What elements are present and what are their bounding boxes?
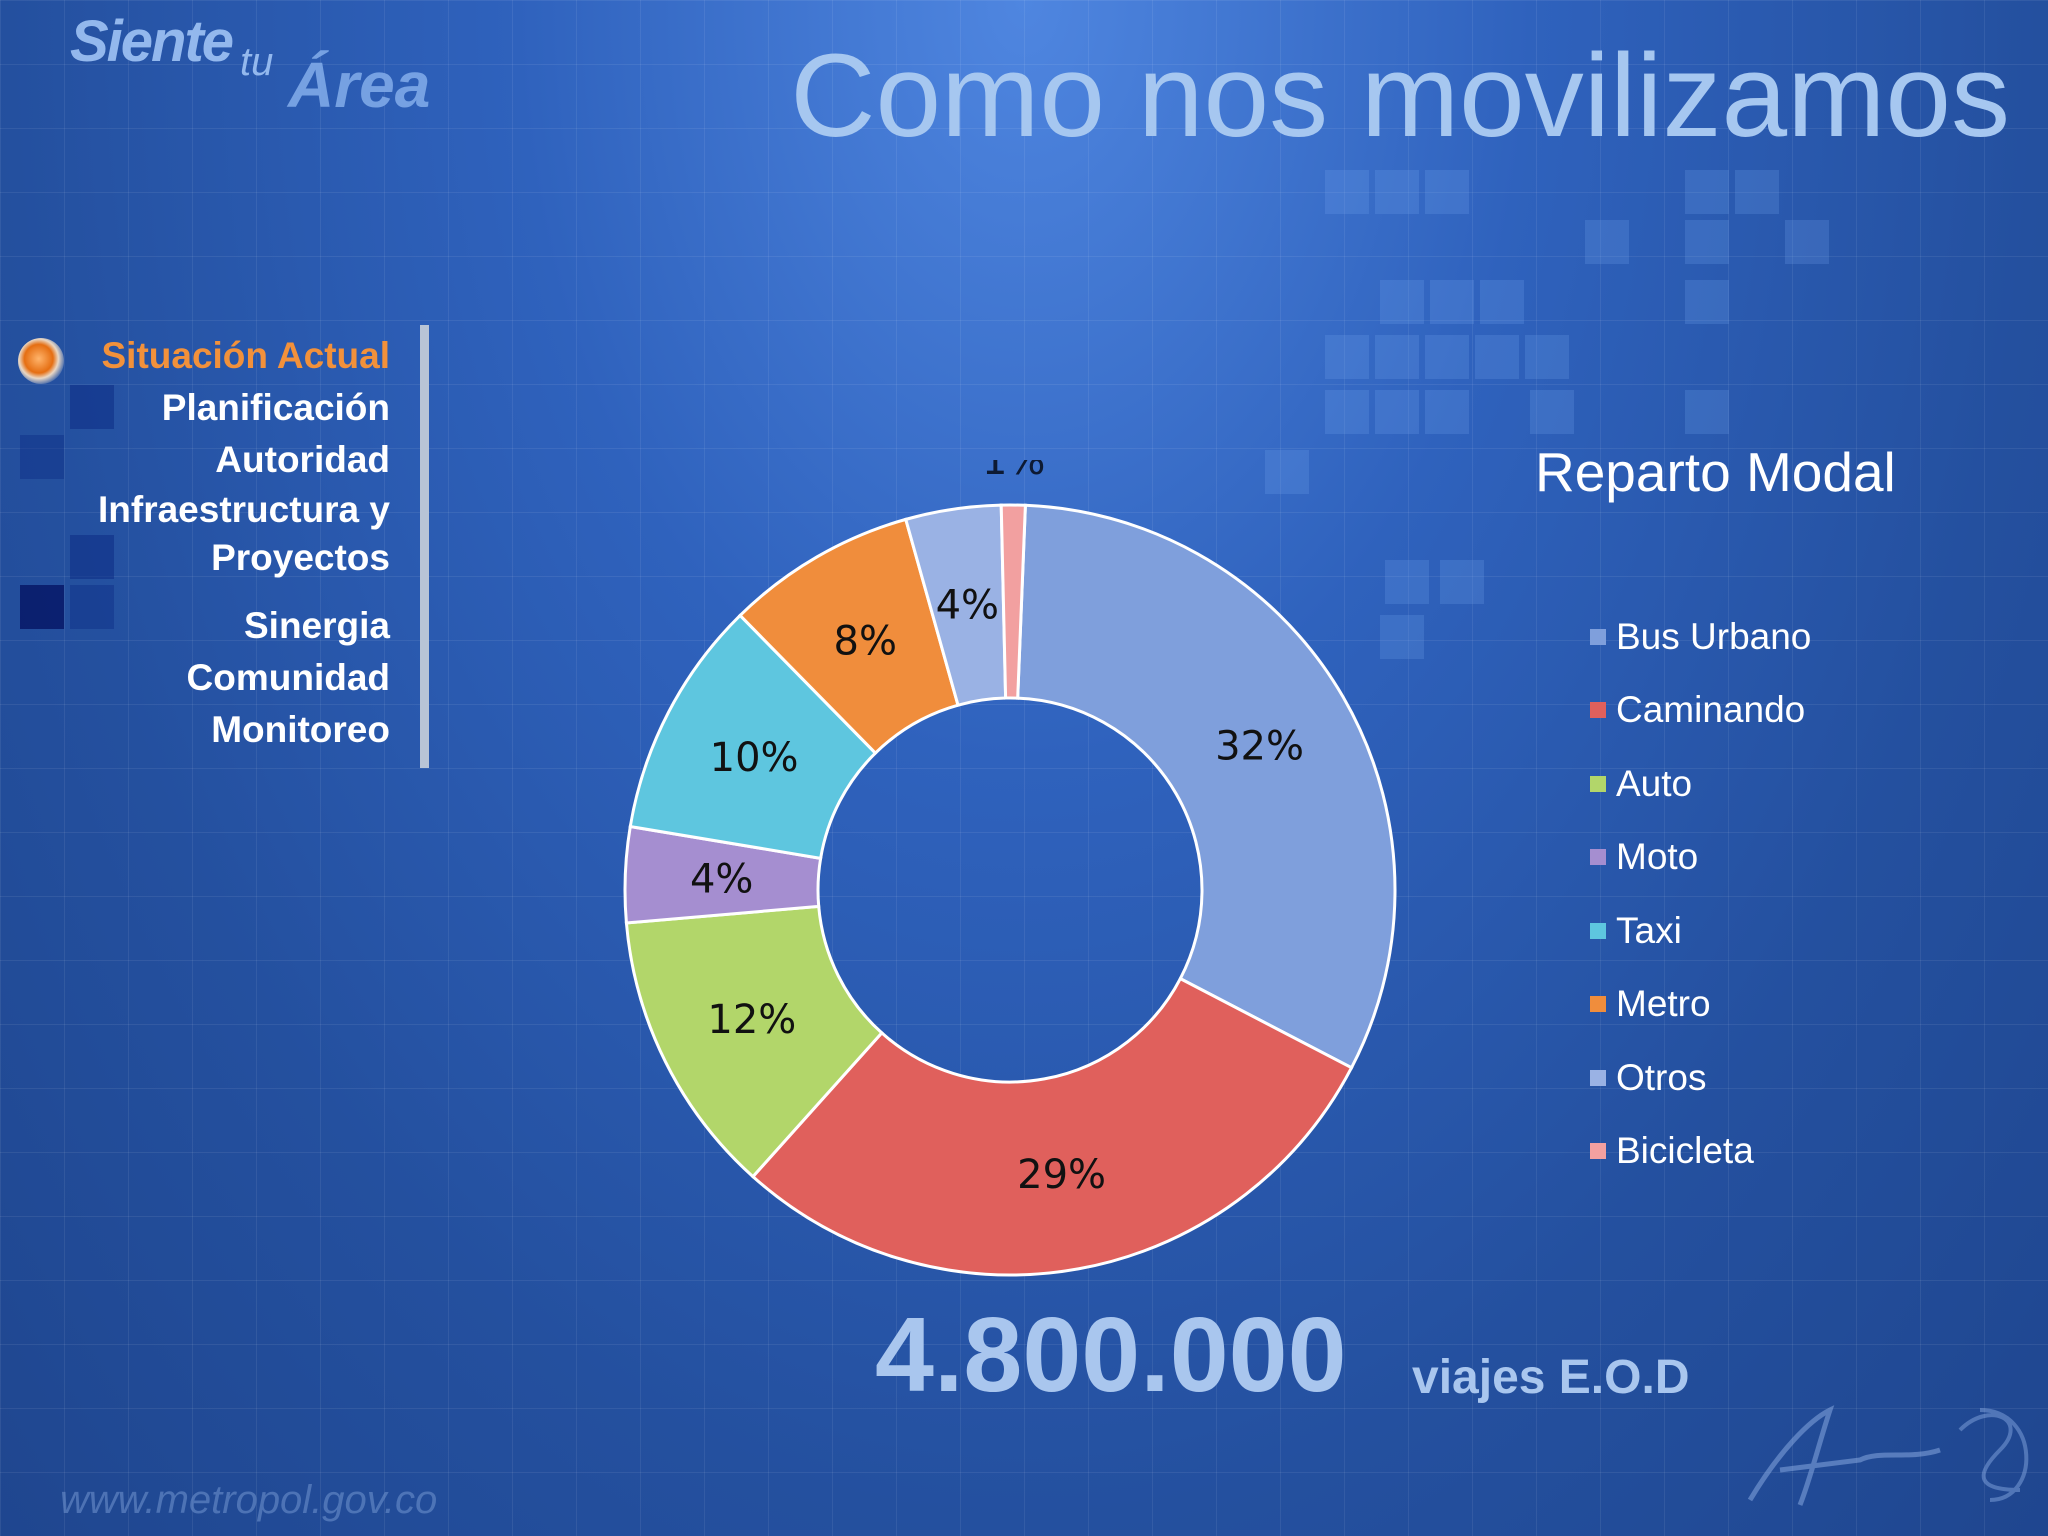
nav-item-autoridad[interactable]: Autoridad	[215, 439, 390, 480]
nav-spacer	[60, 582, 390, 600]
area-20-logo-icon	[1747, 1405, 2029, 1506]
nav-item-comunidad[interactable]: Comunidad	[186, 657, 390, 698]
legend-label: Moto	[1616, 836, 1699, 878]
legend-swatch	[1590, 996, 1606, 1013]
legend-swatch	[1590, 922, 1606, 939]
donut-label-auto: 12%	[707, 997, 796, 1043]
donut-label-otros: 4%	[936, 583, 999, 629]
legend-label: Metro	[1616, 983, 1711, 1025]
legend-label: Caminando	[1616, 689, 1806, 731]
nav-item-planificacion[interactable]: Planificación	[161, 387, 390, 428]
legend-label: Otros	[1616, 1056, 1707, 1098]
nav-item-proyectos[interactable]: Proyectos	[211, 537, 390, 578]
donut-label-moto: 4%	[690, 856, 753, 902]
brand-siente: Siente	[70, 9, 234, 74]
nav-item-monitoreo[interactable]: Monitoreo	[211, 709, 390, 750]
donut-label-taxi: 10%	[710, 735, 799, 781]
legend-swatch	[1590, 775, 1606, 792]
legend-swatch	[1590, 1143, 1606, 1160]
nav-item-situacion-actual[interactable]: Situación Actual	[101, 335, 390, 376]
legend-item-caminando: Caminando	[1590, 674, 1811, 748]
donut-slice-bicicleta	[999, 503, 1027, 700]
legend-label: Taxi	[1616, 909, 1682, 951]
legend-label: Bus Urbano	[1616, 615, 1812, 657]
donut-label-bus-urbano: 32%	[1215, 723, 1304, 769]
donut-label-metro: 8%	[834, 618, 897, 664]
section-nav: Situación Actual Planificación Autoridad…	[60, 330, 390, 756]
donut-slice-auto	[624, 904, 884, 1179]
nav-item-infraestructura[interactable]: Infraestructura y	[98, 489, 390, 530]
donut-label-bicicleta: 1%	[982, 460, 1045, 484]
legend-swatch	[1590, 1069, 1606, 1086]
legend-swatch	[1590, 849, 1606, 866]
legend-item-metro: Metro	[1590, 968, 1811, 1042]
legend-item-auto: Auto	[1590, 747, 1811, 821]
donut-slice-caminando	[750, 976, 1354, 1277]
legend-label: Bicicleta	[1616, 1130, 1754, 1172]
chart-title: Reparto Modal	[1535, 441, 1896, 503]
nav-item-sinergia[interactable]: Sinergia	[244, 605, 390, 646]
legend-swatch	[1590, 702, 1606, 719]
donut-label-caminando: 29%	[1017, 1152, 1106, 1198]
brand-area: Área	[288, 49, 431, 121]
nav-divider	[420, 325, 429, 768]
legend-item-otros: Otros	[1590, 1041, 1811, 1115]
active-bullet-icon	[18, 338, 64, 384]
brand-tu: tu	[240, 40, 274, 84]
chart-legend: Bus Urbano Caminando Auto Moto Taxi Metro Otro…	[1590, 600, 1811, 1188]
footer-url: www.metropol.gov.co	[60, 1478, 438, 1522]
legend-item-taxi: Taxi	[1590, 894, 1811, 968]
legend-swatch	[1590, 628, 1606, 645]
total-trips-caption: viajes E.O.D	[1412, 1351, 1690, 1404]
donut-slice-bus-urbano	[1016, 503, 1397, 1070]
total-trips-number: 4.800.000	[875, 1296, 1347, 1414]
donut-chart: 32% 29% 12% 4% 10% 8% 4% 1%	[623, 460, 1397, 1277]
legend-item-bus-urbano: Bus Urbano	[1590, 600, 1811, 674]
legend-item-bicicleta: Bicicleta	[1590, 1115, 1811, 1189]
legend-label: Auto	[1616, 762, 1693, 804]
slide-title: Como nos movilizamos	[790, 30, 2010, 162]
legend-item-moto: Moto	[1590, 821, 1811, 895]
